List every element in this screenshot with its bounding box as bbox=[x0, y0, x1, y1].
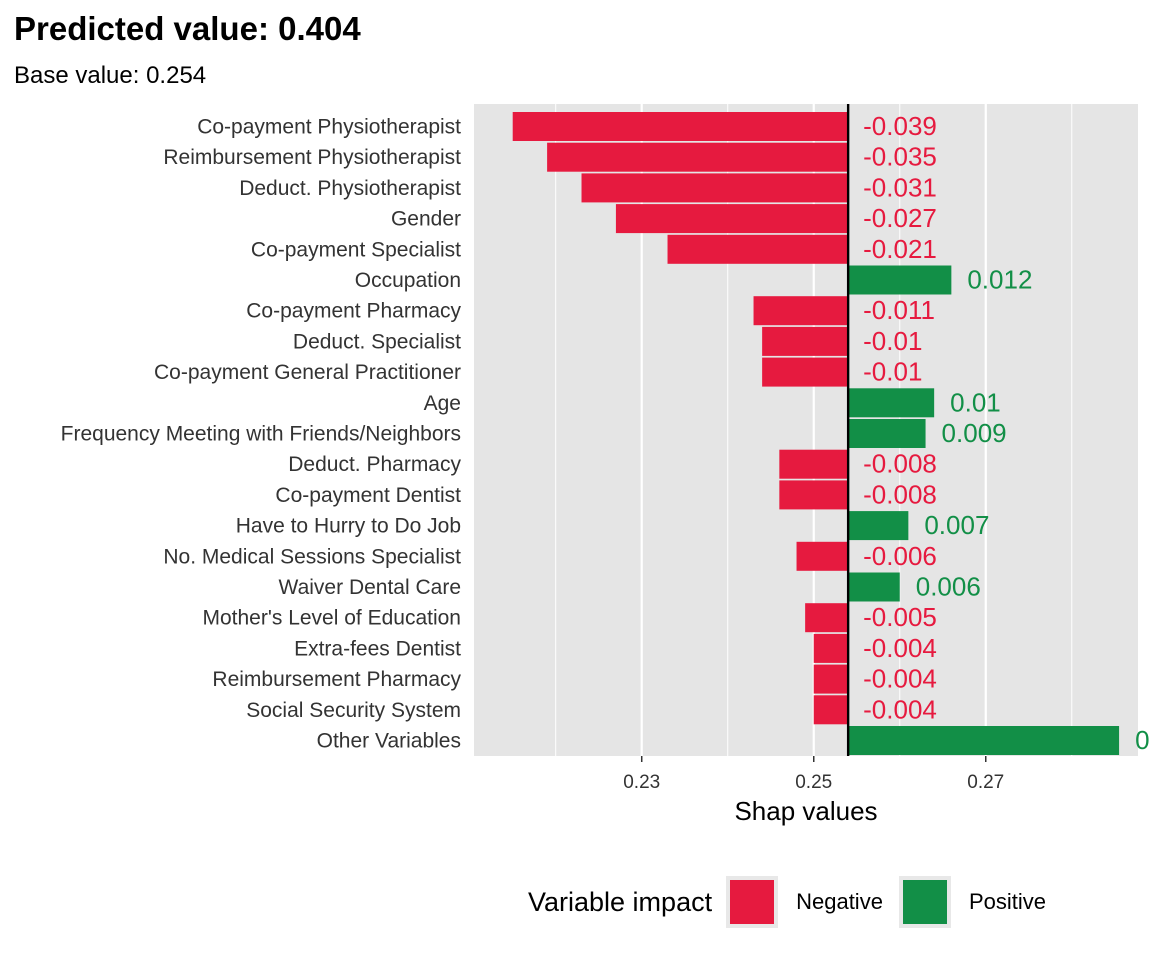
bar bbox=[667, 234, 849, 264]
value-label: -0.01 bbox=[863, 357, 922, 387]
category-label: Co-payment Pharmacy bbox=[246, 300, 461, 323]
category-label: Reimbursement Pharmacy bbox=[212, 668, 461, 691]
legend-label-positive: Positive bbox=[968, 889, 1046, 914]
value-label: 0.007 bbox=[924, 510, 989, 540]
category-label: Reimbursement Physiotherapist bbox=[163, 146, 461, 169]
category-label: Have to Hurry to Do Job bbox=[236, 515, 461, 538]
legend-key-positive bbox=[898, 876, 951, 928]
legend-swatch-positive bbox=[902, 880, 947, 924]
bar bbox=[848, 572, 900, 602]
bar bbox=[547, 142, 849, 172]
category-label: Co-payment General Practitioner bbox=[154, 361, 461, 384]
value-label: -0.01 bbox=[863, 326, 922, 356]
legend-key-negative bbox=[726, 876, 779, 928]
bar bbox=[848, 419, 926, 448]
category-label: Deduct. Specialist bbox=[293, 330, 461, 353]
x-tick-label: 0.27 bbox=[967, 772, 1004, 793]
bar bbox=[848, 265, 952, 295]
category-label: Co-payment Dentist bbox=[275, 484, 461, 507]
x-axis-title: Shap values bbox=[734, 796, 877, 826]
bar bbox=[848, 511, 909, 541]
bar bbox=[779, 480, 849, 510]
bar bbox=[779, 449, 849, 479]
bar bbox=[512, 112, 849, 141]
chart-subtitle: Base value: 0.254 bbox=[14, 62, 207, 89]
bar bbox=[848, 726, 1120, 755]
value-label: 0.012 bbox=[967, 265, 1032, 295]
legend: Variable impact Negative Positive bbox=[528, 870, 1062, 934]
category-label: Deduct. Physiotherapist bbox=[239, 177, 461, 200]
category-label: Deduct. Pharmacy bbox=[288, 453, 461, 476]
category-label: Social Security System bbox=[246, 699, 461, 722]
bar bbox=[753, 296, 849, 326]
value-label: -0.027 bbox=[863, 203, 937, 233]
chart-title: Predicted value: 0.404 bbox=[14, 10, 361, 47]
legend-label-negative: Negative bbox=[796, 889, 883, 914]
value-label: 0.009 bbox=[942, 418, 1007, 448]
category-label: No. Medical Sessions Specialist bbox=[163, 545, 461, 568]
category-label: Age bbox=[424, 392, 461, 415]
bar bbox=[813, 633, 849, 663]
value-label: -0.035 bbox=[863, 142, 937, 172]
value-label: -0.004 bbox=[863, 633, 937, 663]
category-label: Other Variables bbox=[317, 730, 461, 753]
value-label: -0.008 bbox=[863, 479, 937, 509]
category-label: Mother's Level of Education bbox=[203, 607, 462, 630]
value-label: -0.004 bbox=[863, 664, 937, 694]
value-label: 0 bbox=[1135, 725, 1149, 755]
category-label: Co-payment Physiotherapist bbox=[197, 116, 461, 139]
bar bbox=[762, 357, 849, 387]
category-label: Gender bbox=[391, 208, 461, 231]
category-label: Extra-fees Dentist bbox=[294, 637, 461, 660]
bar bbox=[813, 664, 849, 694]
value-label: -0.011 bbox=[863, 295, 935, 325]
x-tick-label: 0.23 bbox=[623, 772, 660, 793]
value-label: -0.031 bbox=[863, 172, 937, 202]
bar bbox=[848, 388, 935, 418]
category-label: Occupation bbox=[355, 269, 461, 292]
bar bbox=[796, 541, 849, 571]
bar bbox=[615, 204, 849, 234]
category-label: Waiver Dental Care bbox=[279, 576, 461, 599]
value-label: -0.004 bbox=[863, 694, 937, 724]
bar bbox=[805, 603, 849, 633]
category-label: Co-payment Specialist bbox=[251, 238, 461, 261]
legend-swatch-negative bbox=[730, 880, 775, 924]
x-tick-label: 0.25 bbox=[795, 772, 832, 793]
bar bbox=[762, 326, 849, 356]
bar bbox=[581, 173, 849, 203]
category-label: Frequency Meeting with Friends/Neighbors bbox=[61, 423, 461, 446]
value-label: -0.039 bbox=[863, 111, 937, 141]
legend-title: Variable impact bbox=[528, 886, 713, 917]
value-label: 0.01 bbox=[950, 387, 1001, 417]
value-label: -0.006 bbox=[863, 541, 937, 571]
value-label: -0.005 bbox=[863, 602, 937, 632]
bar bbox=[813, 695, 849, 725]
value-label: -0.021 bbox=[863, 234, 937, 264]
value-label: -0.008 bbox=[863, 449, 937, 479]
value-label: 0.006 bbox=[916, 572, 981, 602]
